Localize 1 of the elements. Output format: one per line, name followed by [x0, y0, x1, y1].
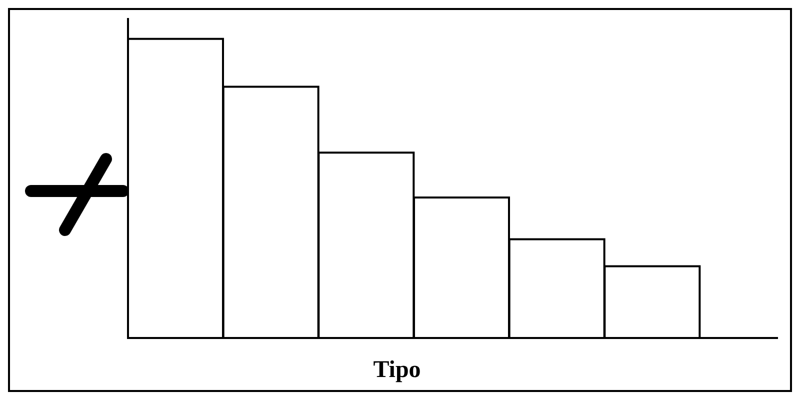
x-axis-title: Tipo — [373, 357, 421, 383]
